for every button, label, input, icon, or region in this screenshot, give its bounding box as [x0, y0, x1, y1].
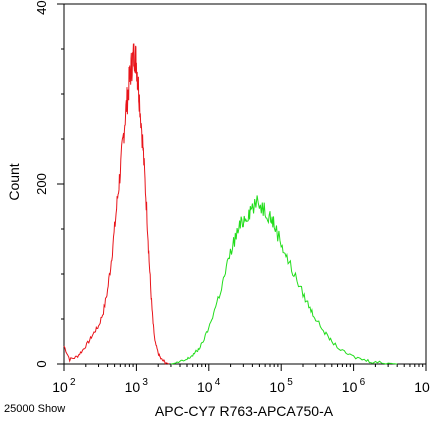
histogram-series-1 [63, 43, 170, 365]
x-tick-exponent: 5 [287, 377, 293, 388]
x-tick-label: 10 [197, 379, 213, 395]
x-tick-label: 10 [342, 379, 358, 395]
x-tick-exponent: 4 [215, 377, 221, 388]
x-tick-exponent: 3 [142, 377, 148, 388]
series-layer [63, 43, 398, 365]
x-tick-label: 10 [52, 379, 68, 395]
x-tick-label: 10 [125, 379, 141, 395]
x-axis-label: APC-CY7 R763-APCA750-A [155, 403, 334, 419]
y-axis-label: Count [6, 163, 22, 200]
x-tick-exponent: 2 [70, 377, 76, 388]
x-tick-label: 10 [414, 379, 430, 395]
axes [61, 3, 427, 367]
x-tick-label: 10 [269, 379, 285, 395]
y-tick-label: 0 [34, 360, 49, 367]
histogram-series-2 [170, 195, 398, 365]
x-tick-exponent: 6 [360, 377, 366, 388]
y-tick-label: 200 [34, 173, 49, 195]
y-tick-label: 400 [34, 0, 49, 15]
events-shown-note: 25000 Show [4, 403, 65, 415]
plot-frame [63, 3, 427, 365]
